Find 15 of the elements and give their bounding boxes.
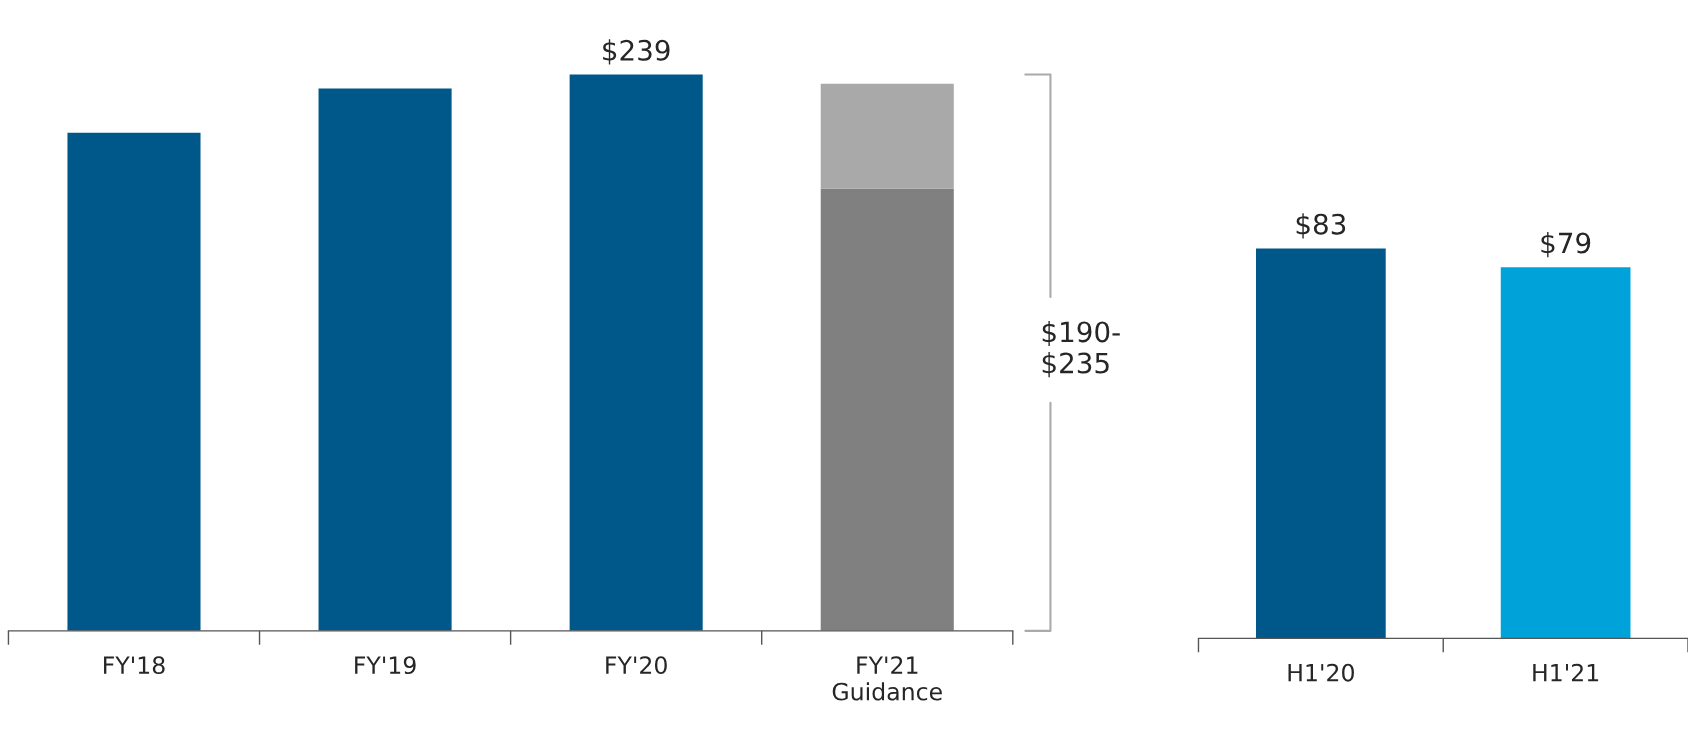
bar bbox=[318, 88, 452, 631]
bar bbox=[569, 74, 703, 631]
bar bbox=[67, 132, 201, 631]
x-tick-label: H1'20 bbox=[1288, 663, 1354, 682]
x-tick-label: FY'20 bbox=[606, 656, 667, 675]
text: $190- $235 bbox=[1042, 320, 1120, 378]
bar bbox=[820, 83, 954, 189]
x-tick-label: FY'18 bbox=[104, 656, 165, 675]
bar bbox=[820, 188, 954, 631]
data-label: $83 bbox=[1296, 213, 1346, 239]
x-tick-label: FY'21 Guidance bbox=[832, 656, 942, 701]
x-tick-label: H1'21 bbox=[1533, 663, 1599, 682]
x-tick-label: FY'19 bbox=[355, 656, 416, 675]
data-label: $79 bbox=[1541, 231, 1591, 258]
data-label: $239 bbox=[603, 39, 670, 65]
